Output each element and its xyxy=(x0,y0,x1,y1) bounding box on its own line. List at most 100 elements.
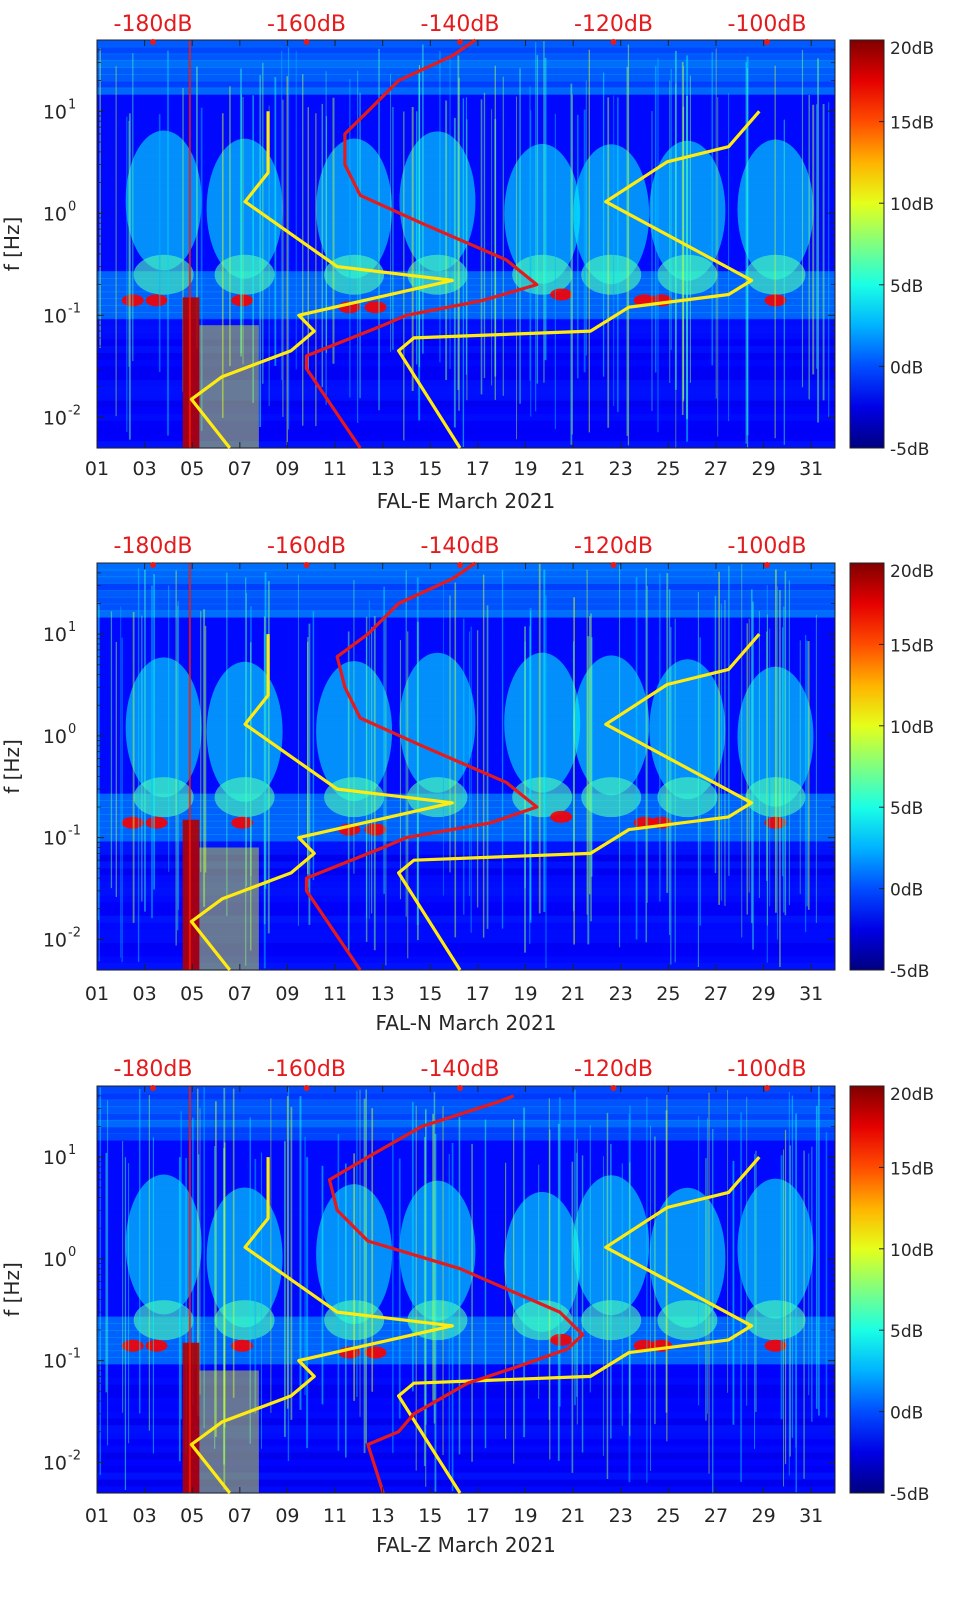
noise-band xyxy=(97,1099,835,1107)
noise-band xyxy=(97,868,835,876)
noise-band xyxy=(97,1452,835,1460)
microseism-blob xyxy=(504,143,581,284)
noise-band xyxy=(97,1357,835,1365)
colorbar-tick-label: 10dB xyxy=(890,718,934,738)
noise-band xyxy=(97,875,835,883)
noise-band xyxy=(97,1411,835,1419)
x-tick-label: 01 xyxy=(85,983,109,1005)
x-tick-label: 07 xyxy=(228,983,252,1005)
x-tick-label: 11 xyxy=(323,458,347,480)
x-tick-label: 25 xyxy=(656,458,680,480)
microseism-blob xyxy=(649,659,726,800)
y-tick-label: 10 xyxy=(43,726,67,748)
noise-band xyxy=(97,1174,835,1182)
microseism-blob xyxy=(657,777,718,818)
noise-band xyxy=(97,427,835,435)
top-axis-tick-mark xyxy=(457,39,463,45)
top-axis-tick-mark xyxy=(764,1085,770,1091)
colorbar-tick-label: 0dB xyxy=(890,1404,923,1424)
microseism-blob xyxy=(581,777,642,818)
microseism-blob xyxy=(316,138,393,279)
colorbar-tick-label: -5dB xyxy=(890,440,929,460)
noise-band xyxy=(97,895,835,903)
x-tick-label: 27 xyxy=(704,1505,728,1527)
noise-band xyxy=(97,441,835,449)
noise-band xyxy=(97,1445,835,1453)
top-axis-tick-label: -140dB xyxy=(421,1057,500,1082)
noise-band xyxy=(97,1404,835,1413)
noise-band xyxy=(97,603,835,612)
top-axis-tick-label: -100dB xyxy=(728,12,807,37)
top-axis-tick-mark xyxy=(764,39,770,45)
noise-band xyxy=(97,936,835,944)
x-tick-label: 21 xyxy=(561,1505,585,1527)
noise-band xyxy=(97,1336,835,1345)
x-tick-label: 15 xyxy=(418,983,442,1005)
noise-band xyxy=(97,1323,835,1331)
x-tick-label: 31 xyxy=(799,1505,823,1527)
noise-band xyxy=(97,420,835,429)
colorbar-tick-label: 5dB xyxy=(890,1322,923,1342)
noise-band xyxy=(97,671,835,679)
noise-band xyxy=(97,74,835,82)
noise-band xyxy=(97,929,835,937)
noise-band xyxy=(97,569,835,578)
y-tick-exponent: -2 xyxy=(68,925,81,940)
station-median-psd-curve xyxy=(304,561,539,971)
top-axis-tick-mark xyxy=(610,1085,617,1091)
noise-band xyxy=(97,53,835,61)
high-noise-model-curve xyxy=(397,110,761,449)
microseism-blob xyxy=(206,138,283,279)
y-tick-label: 10 xyxy=(43,929,67,951)
y-tick-exponent: 0 xyxy=(68,722,76,737)
energy-hotspot xyxy=(231,816,254,829)
noise-band xyxy=(97,1113,835,1121)
noise-band xyxy=(97,1472,835,1481)
noise-band xyxy=(97,1303,835,1311)
noise-band xyxy=(97,393,835,401)
y-tick-label: 10 xyxy=(43,1249,67,1271)
noise-band xyxy=(97,664,835,673)
x-tick-label: 11 xyxy=(323,983,347,1005)
top-axis-tick-mark xyxy=(150,1085,156,1091)
noise-band xyxy=(97,861,835,869)
noise-band xyxy=(97,1438,835,1447)
top-axis-tick-label: -120dB xyxy=(574,1057,653,1082)
microseism-blob xyxy=(133,1300,194,1341)
colorbar-tick-label: 20dB xyxy=(890,39,934,59)
low-noise-model-curve xyxy=(189,111,454,449)
y-tick-exponent: 1 xyxy=(68,1143,76,1158)
top-axis-tick-label: -180dB xyxy=(114,12,193,37)
noise-band xyxy=(97,1126,835,1135)
noise-band xyxy=(97,657,835,666)
top-axis-tick-mark xyxy=(150,562,156,568)
colorbar xyxy=(849,1085,885,1494)
noise-band xyxy=(97,630,835,639)
top-axis-tick-label: -120dB xyxy=(574,534,653,559)
colorbar-tick-label: 20dB xyxy=(890,1085,934,1105)
top-axis-tick-mark xyxy=(610,39,617,45)
x-tick-label: 29 xyxy=(751,1505,775,1527)
x-tick-label: 29 xyxy=(751,458,775,480)
energy-hotspot xyxy=(550,288,573,301)
microseism-blob xyxy=(206,661,283,802)
energy-hotspot xyxy=(364,301,387,314)
noise-band xyxy=(97,888,835,896)
x-tick-label: 19 xyxy=(513,983,537,1005)
microseism-blob xyxy=(399,1180,476,1321)
x-axis-label: FAL-N March 2021 xyxy=(376,1011,557,1035)
x-tick-label: 01 xyxy=(85,458,109,480)
microseism-blob xyxy=(573,144,650,285)
strong-event xyxy=(182,1342,200,1493)
y-tick-label: 10 xyxy=(43,407,67,429)
noise-band xyxy=(97,942,835,951)
x-tick-label: 09 xyxy=(275,458,299,480)
x-tick-label: 07 xyxy=(228,458,252,480)
noise-band xyxy=(97,780,835,788)
energy-hotspot xyxy=(145,1339,168,1352)
top-axis-tick-label: -100dB xyxy=(728,1057,807,1082)
noise-band xyxy=(97,847,835,856)
noise-band xyxy=(97,67,835,75)
noise-band xyxy=(97,590,835,598)
